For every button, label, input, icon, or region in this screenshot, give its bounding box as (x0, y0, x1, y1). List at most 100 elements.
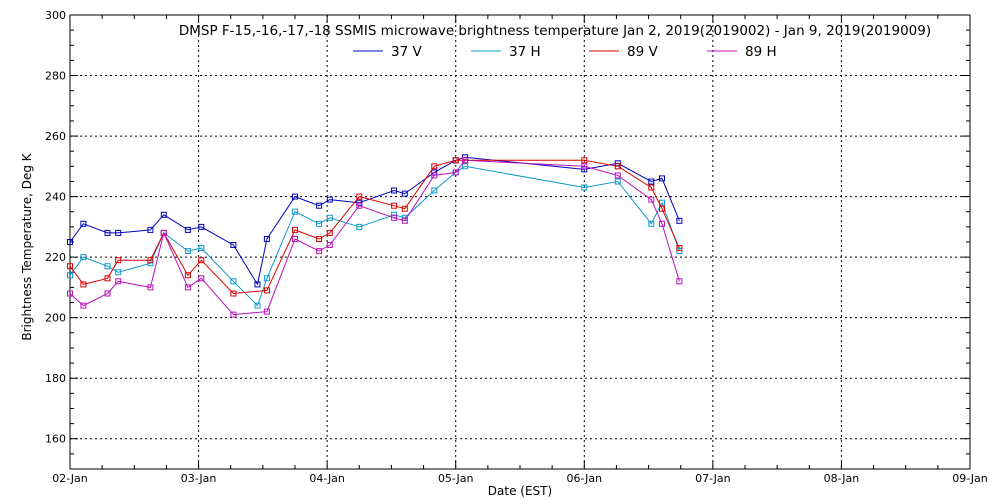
x-tick-label: 05-Jan (438, 472, 474, 485)
x-axis-title: Date (EST) (488, 484, 552, 498)
data-point (67, 263, 73, 270)
series-37-h (67, 163, 683, 309)
data-point (147, 284, 154, 291)
data-point (104, 229, 111, 236)
data-point (184, 248, 191, 255)
data-point (160, 211, 167, 218)
data-point (431, 163, 438, 170)
data-point (648, 184, 655, 191)
data-point (452, 157, 459, 164)
grid-layer (70, 15, 970, 469)
data-point (184, 272, 191, 279)
data-point (147, 226, 154, 233)
data-point (184, 284, 191, 291)
data-point (104, 263, 111, 270)
data-point (292, 208, 298, 215)
legend-item: 89 H (707, 44, 777, 60)
data-point (263, 287, 270, 294)
data-point (676, 278, 683, 285)
data-point (326, 229, 333, 236)
data-point (230, 242, 237, 248)
data-point (581, 157, 588, 164)
data-point (401, 190, 408, 197)
data-point (356, 193, 363, 200)
data-point (115, 278, 122, 285)
y-tick-label: 220 (45, 251, 66, 264)
data-point (198, 245, 205, 252)
series-line (69, 165, 680, 307)
y-tick-label: 260 (45, 130, 66, 143)
data-point (676, 245, 683, 252)
x-tick-label: 07-Jan (695, 472, 731, 485)
data-point (659, 205, 665, 212)
data-point (292, 226, 298, 233)
data-point (391, 202, 398, 209)
data-point (581, 166, 588, 173)
data-point (104, 275, 111, 282)
y-axis-title: Brightness Temperature, Deg K (20, 152, 34, 340)
data-point (581, 184, 588, 191)
data-point (659, 220, 665, 227)
data-point (316, 202, 323, 209)
series-line (69, 156, 680, 286)
data-point (648, 178, 655, 185)
legend-item: 89 V (589, 44, 658, 60)
data-point (659, 175, 665, 182)
x-tick-label: 09-Jan (952, 472, 988, 485)
legend-label: 89 V (627, 44, 658, 60)
data-point (254, 281, 261, 288)
data-point (80, 220, 87, 227)
data-point (198, 257, 205, 264)
data-point (80, 281, 87, 288)
y-tick-label: 300 (45, 9, 66, 22)
legend-item: 37 V (353, 44, 422, 60)
series-layer (67, 154, 683, 318)
data-point (160, 229, 167, 236)
data-point (230, 278, 237, 285)
data-point (326, 196, 333, 203)
plot-frame (69, 14, 971, 470)
data-point (292, 236, 298, 242)
data-point (292, 193, 298, 200)
data-point (581, 163, 588, 170)
legend-label: 37 H (509, 44, 541, 60)
chart-title: DMSP F-15,-16,-17,-18 SSMIS microwave br… (179, 23, 931, 39)
data-point (198, 223, 205, 230)
data-point (452, 169, 459, 176)
x-tick-label: 08-Jan (824, 472, 860, 485)
data-point (462, 157, 469, 164)
y-tick-label: 200 (45, 312, 66, 325)
data-point (80, 302, 87, 309)
data-point (676, 217, 683, 224)
data-point (316, 220, 323, 227)
data-point (326, 214, 333, 221)
legend-label: 37 V (391, 44, 422, 60)
data-point (614, 178, 621, 185)
legend-label: 89 H (745, 44, 777, 60)
series-line (69, 159, 680, 295)
data-point (80, 254, 87, 261)
data-point (431, 187, 438, 194)
x-tick-label: 02-Jan (52, 472, 88, 485)
axis-ticks: 02-Jan 03-Jan 04-Jan 05-Jan 06-Jan 07-Jan 08-J… (45, 9, 988, 485)
series-37-v (67, 154, 683, 288)
y-tick-label: 240 (45, 191, 66, 204)
data-point (316, 248, 323, 255)
data-point (67, 290, 73, 297)
data-point (230, 311, 237, 318)
data-point (401, 217, 408, 224)
data-point (115, 229, 122, 236)
series-89-v (67, 157, 683, 297)
data-point (648, 220, 655, 227)
y-tick-label: 180 (45, 372, 66, 385)
data-point (263, 275, 270, 282)
data-point (391, 187, 398, 194)
data-point (115, 269, 122, 276)
data-point (462, 163, 469, 170)
data-point (198, 275, 205, 282)
data-point (326, 242, 333, 248)
data-point (230, 290, 237, 297)
data-point (104, 290, 111, 297)
data-point (263, 236, 270, 242)
